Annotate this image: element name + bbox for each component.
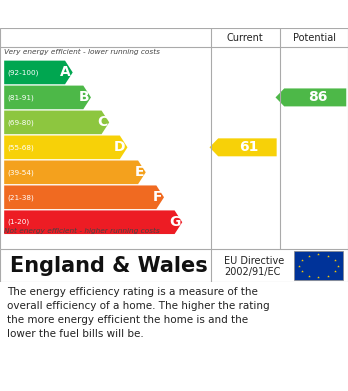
Polygon shape [4,160,146,184]
Text: Potential: Potential [293,32,335,43]
Polygon shape [4,136,127,159]
Text: 61: 61 [239,140,259,154]
Text: (69-80): (69-80) [7,119,34,126]
Text: 86: 86 [308,90,327,104]
Text: G: G [169,215,181,229]
Text: Not energy efficient - higher running costs: Not energy efficient - higher running co… [4,228,160,233]
Text: (55-68): (55-68) [7,144,34,151]
Text: F: F [153,190,162,204]
Polygon shape [276,88,346,106]
Text: B: B [79,90,89,104]
Text: D: D [114,140,126,154]
Text: The energy efficiency rating is a measure of the
overall efficiency of a home. T: The energy efficiency rating is a measur… [7,287,270,339]
Text: Very energy efficient - lower running costs: Very energy efficient - lower running co… [4,49,160,55]
Polygon shape [4,111,109,134]
Text: (92-100): (92-100) [7,69,38,76]
Text: (39-54): (39-54) [7,169,34,176]
Text: (81-91): (81-91) [7,94,34,100]
Polygon shape [4,61,73,84]
Polygon shape [4,185,164,209]
Text: (21-38): (21-38) [7,194,34,201]
Polygon shape [4,210,182,234]
Text: EU Directive: EU Directive [224,256,285,266]
Text: Current: Current [227,32,264,43]
Bar [294,251,343,280]
Text: A: A [60,65,71,79]
Text: (1-20): (1-20) [7,219,29,226]
Text: E: E [134,165,144,179]
Text: C: C [97,115,108,129]
Polygon shape [4,86,91,109]
Polygon shape [209,138,277,156]
Text: 2002/91/EC: 2002/91/EC [224,267,281,277]
Text: Energy Efficiency Rating: Energy Efficiency Rating [9,5,238,23]
Text: England & Wales: England & Wales [10,256,208,276]
